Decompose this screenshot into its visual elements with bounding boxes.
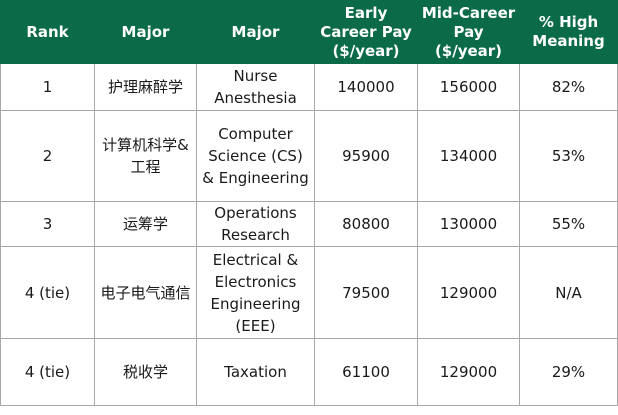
cell-major-cn: 税收学: [94, 338, 197, 406]
cell-major-cn: 电子电气通信: [94, 246, 197, 339]
cell-mid-pay: 129000: [417, 338, 520, 406]
cell-early-pay: 61100: [314, 338, 418, 406]
header-major-en: Major: [196, 0, 315, 64]
cell-major-cn: 运筹学: [94, 201, 197, 247]
cell-mid-pay: 129000: [417, 246, 520, 339]
cell-rank: 1: [0, 63, 95, 111]
majors-pay-table: Rank Major Major Early Career Pay ($/yea…: [0, 0, 618, 406]
cell-high-meaning: N/A: [519, 246, 618, 339]
table-row: 1 护理麻醉学 Nurse Anesthesia 140000 156000 8…: [0, 63, 618, 111]
cell-major-en: Electrical & Electronics Engineering (EE…: [196, 246, 315, 339]
header-rank: Rank: [0, 0, 95, 64]
header-mid-career-pay: Mid-Career Pay ($/year): [417, 0, 520, 64]
header-major-cn: Major: [94, 0, 197, 64]
cell-mid-pay: 130000: [417, 201, 520, 247]
header-row: Rank Major Major Early Career Pay ($/yea…: [0, 0, 618, 64]
cell-rank: 3: [0, 201, 95, 247]
cell-major-en: Nurse Anesthesia: [196, 63, 315, 111]
cell-mid-pay: 134000: [417, 110, 520, 202]
cell-high-meaning: 53%: [519, 110, 618, 202]
header-high-meaning: % High Meaning: [519, 0, 618, 64]
cell-major-en: Taxation: [196, 338, 315, 406]
cell-major-en: Operations Research: [196, 201, 315, 247]
table-row: 3 运筹学 Operations Research 80800 130000 5…: [0, 201, 618, 247]
table-row: 4 (tie) 电子电气通信 Electrical & Electronics …: [0, 246, 618, 339]
cell-major-cn: 护理麻醉学: [94, 63, 197, 111]
cell-mid-pay: 156000: [417, 63, 520, 111]
cell-rank: 4 (tie): [0, 338, 95, 406]
cell-rank: 2: [0, 110, 95, 202]
header-early-career-pay: Early Career Pay ($/year): [314, 0, 418, 64]
cell-high-meaning: 82%: [519, 63, 618, 111]
cell-early-pay: 79500: [314, 246, 418, 339]
cell-early-pay: 80800: [314, 201, 418, 247]
table-row: 2 计算机科学&工程 Computer Science (CS) & Engin…: [0, 110, 618, 202]
cell-early-pay: 140000: [314, 63, 418, 111]
cell-major-en: Computer Science (CS) & Engineering: [196, 110, 315, 202]
table-row: 4 (tie) 税收学 Taxation 61100 129000 29%: [0, 338, 618, 406]
cell-high-meaning: 55%: [519, 201, 618, 247]
cell-high-meaning: 29%: [519, 338, 618, 406]
cell-rank: 4 (tie): [0, 246, 95, 339]
cell-early-pay: 95900: [314, 110, 418, 202]
cell-major-cn: 计算机科学&工程: [94, 110, 197, 202]
